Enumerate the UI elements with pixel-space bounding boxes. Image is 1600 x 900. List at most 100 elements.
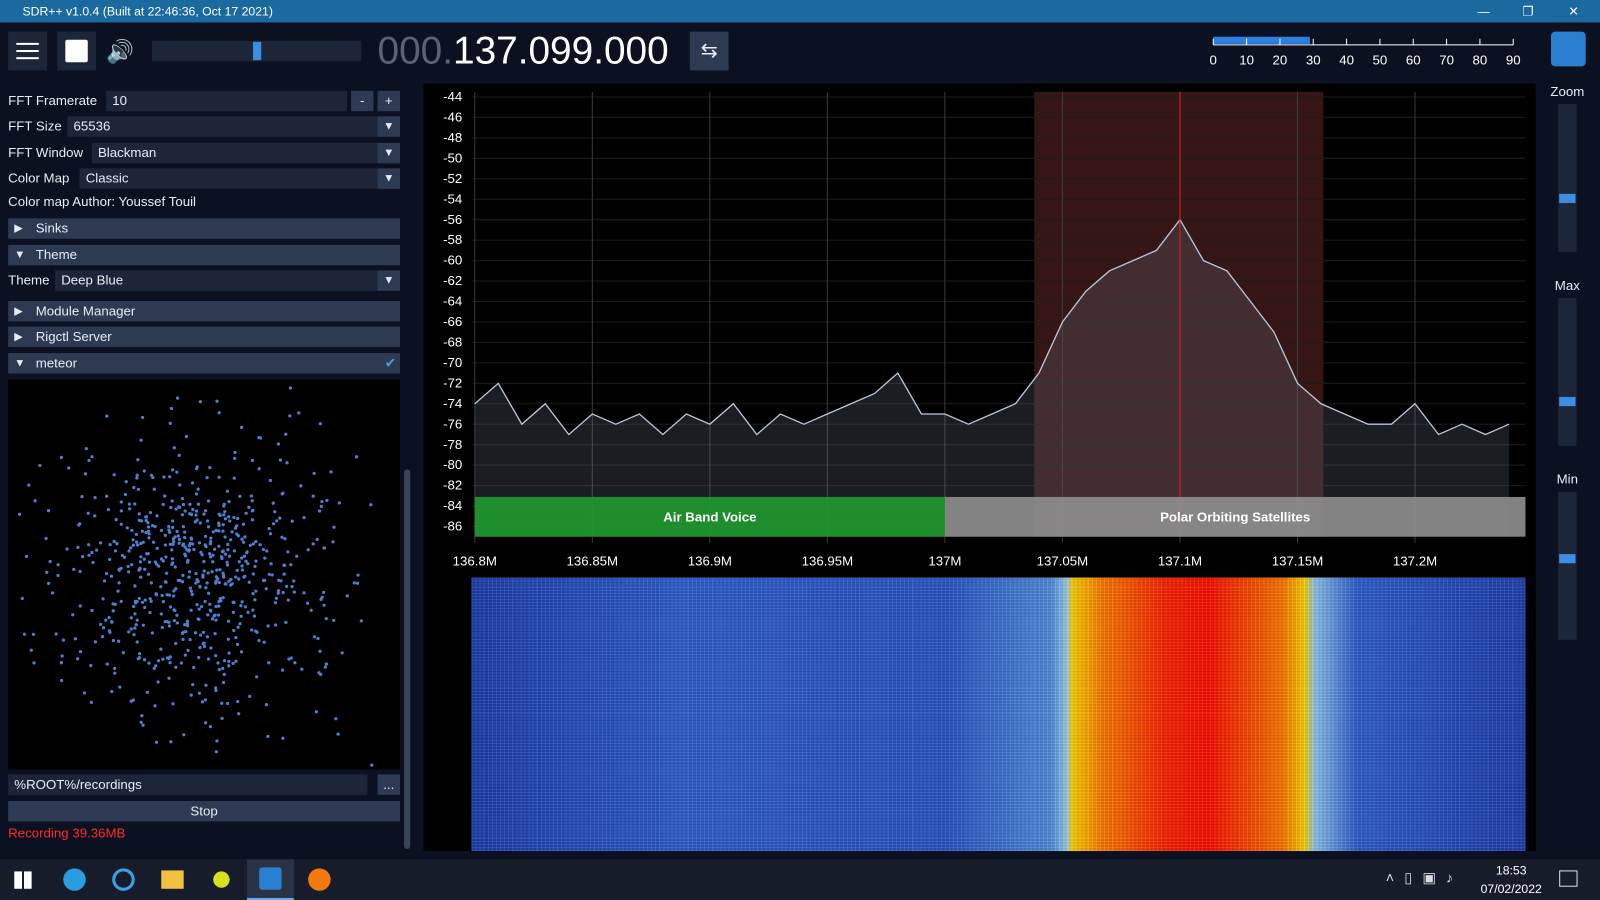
app-icon[interactable]: [213, 871, 230, 888]
constellation-point: [283, 537, 287, 541]
constellation-point: [289, 656, 293, 660]
constellation-point: [135, 473, 139, 477]
constellation-point: [83, 472, 88, 476]
constellation-point: [146, 525, 151, 529]
y-tick-label: -60: [443, 253, 462, 268]
constellation-point: [170, 548, 174, 552]
color-map-select[interactable]: Classic ▼: [79, 168, 400, 189]
constellation-point: [254, 539, 258, 544]
constellation-point: [56, 573, 60, 578]
constellation-point: [121, 651, 125, 655]
recording-path-input[interactable]: %ROOT%/recordings: [8, 774, 368, 795]
max-slider[interactable]: [1558, 297, 1577, 446]
constellation-point: [238, 622, 242, 626]
y-tick-label: -66: [443, 314, 462, 329]
x-tick-label: 136.95M: [802, 553, 854, 568]
constellation-point: [76, 545, 80, 550]
meter-tick-label: 20: [1273, 52, 1288, 67]
constellation-point: [236, 625, 240, 629]
volume-icon[interactable]: 🔊: [106, 38, 135, 65]
y-tick-label: -62: [443, 273, 462, 288]
recording-status: Recording 39.36MB: [8, 825, 126, 841]
constellation-point: [318, 422, 323, 426]
constellation-point: [214, 750, 219, 754]
notifications-button[interactable]: [1559, 870, 1578, 887]
constellation-point: [332, 618, 336, 622]
constellation-point: [197, 617, 201, 621]
constellation-point: [290, 519, 294, 523]
stop-button[interactable]: [57, 31, 96, 71]
frequency-display[interactable]: 000.137.099.000: [378, 27, 669, 76]
constellation-point: [170, 499, 174, 503]
fft-window-row: FFT Window Blackman ▼: [8, 142, 400, 164]
constellation-point: [189, 537, 194, 541]
constellation-point: [257, 467, 261, 471]
browse-button[interactable]: ...: [377, 774, 400, 795]
constellation-point: [163, 620, 167, 624]
constellation-point: [131, 538, 135, 542]
constellation-point: [191, 507, 195, 512]
constellation-point: [159, 647, 163, 651]
start-button[interactable]: [14, 871, 32, 889]
section-header[interactable]: ▼ Theme: [8, 244, 400, 266]
constellation-point: [61, 638, 66, 642]
section-header[interactable]: ▼ meteor ✔: [8, 353, 400, 374]
constellation-point: [104, 494, 109, 498]
plot-background: [472, 91, 1526, 537]
enabled-check[interactable]: ✔: [384, 355, 396, 371]
volume-slider[interactable]: [152, 40, 362, 62]
tray-icons[interactable]: ˄▯▣♪: [1385, 869, 1464, 886]
snr-meter: 0 10 20 30 40 50 60 70 80 90: [1210, 36, 1521, 67]
constellation-point: [232, 476, 236, 480]
clock-date[interactable]: 07/02/2022: [1480, 881, 1542, 896]
waterfall[interactable]: [471, 577, 1526, 852]
constellation-point: [191, 683, 195, 687]
meter-tick-label: 70: [1439, 52, 1454, 67]
menu-button[interactable]: [8, 31, 47, 71]
theme-select[interactable]: Deep Blue ▼: [55, 270, 400, 291]
constellation-point: [186, 558, 190, 562]
close-button[interactable]: ✕: [1568, 4, 1579, 19]
constellation-point: [370, 763, 374, 767]
constellation-point: [171, 468, 175, 472]
tuning-mode-button[interactable]: ⇆: [689, 31, 729, 71]
minimize-button[interactable]: —: [1477, 4, 1490, 19]
stop-recording-button[interactable]: Stop: [8, 801, 400, 822]
zoom-slider[interactable]: [1558, 104, 1577, 253]
scrollbar[interactable]: [404, 469, 411, 849]
fft-size-select[interactable]: 65536 ▼: [67, 116, 400, 137]
max-label: Max: [1554, 277, 1580, 293]
constellation-point: [50, 591, 55, 595]
edge-icon[interactable]: [63, 868, 86, 891]
fft-window-select[interactable]: Blackman ▼: [91, 142, 400, 164]
constellation-point: [237, 577, 241, 581]
constellation-point: [223, 552, 228, 556]
section-header[interactable]: ▶ Sinks: [8, 218, 400, 239]
constellation-point: [161, 559, 165, 563]
section-header[interactable]: ▶ Module Manager: [8, 301, 400, 322]
constellation-point: [151, 540, 156, 544]
constellation-point: [168, 605, 173, 609]
clock-time[interactable]: 18:53: [1495, 863, 1527, 878]
band-name: Air Band Voice: [663, 509, 756, 524]
fft-spectrum[interactable]: -44 -46 -48 -50 -52 -54 -56 -58 -60 -62 -64 -66 -68 -…: [423, 83, 1536, 578]
app-icon[interactable]: [308, 868, 331, 891]
constellation-point: [100, 635, 105, 639]
x-tick-label: 136.9M: [688, 553, 732, 568]
minus-button[interactable]: -: [351, 90, 374, 112]
constellation-point: [169, 740, 173, 744]
constellation-point: [177, 505, 181, 509]
sdr-taskbar-item[interactable]: [246, 859, 294, 900]
restore-button[interactable]: ❐: [1522, 4, 1534, 19]
constellation-point: [172, 540, 176, 544]
explorer-icon[interactable]: [161, 870, 184, 889]
constellation-point: [171, 542, 175, 547]
ie-icon[interactable]: [112, 868, 135, 891]
framerate-input[interactable]: 10: [106, 90, 347, 112]
constellation-point: [147, 536, 151, 540]
plus-button[interactable]: +: [377, 90, 400, 112]
section-header[interactable]: ▶ Rigctl Server: [8, 326, 400, 347]
constellation-point: [138, 560, 142, 564]
constellation-point: [276, 591, 280, 595]
min-slider[interactable]: [1558, 491, 1577, 640]
